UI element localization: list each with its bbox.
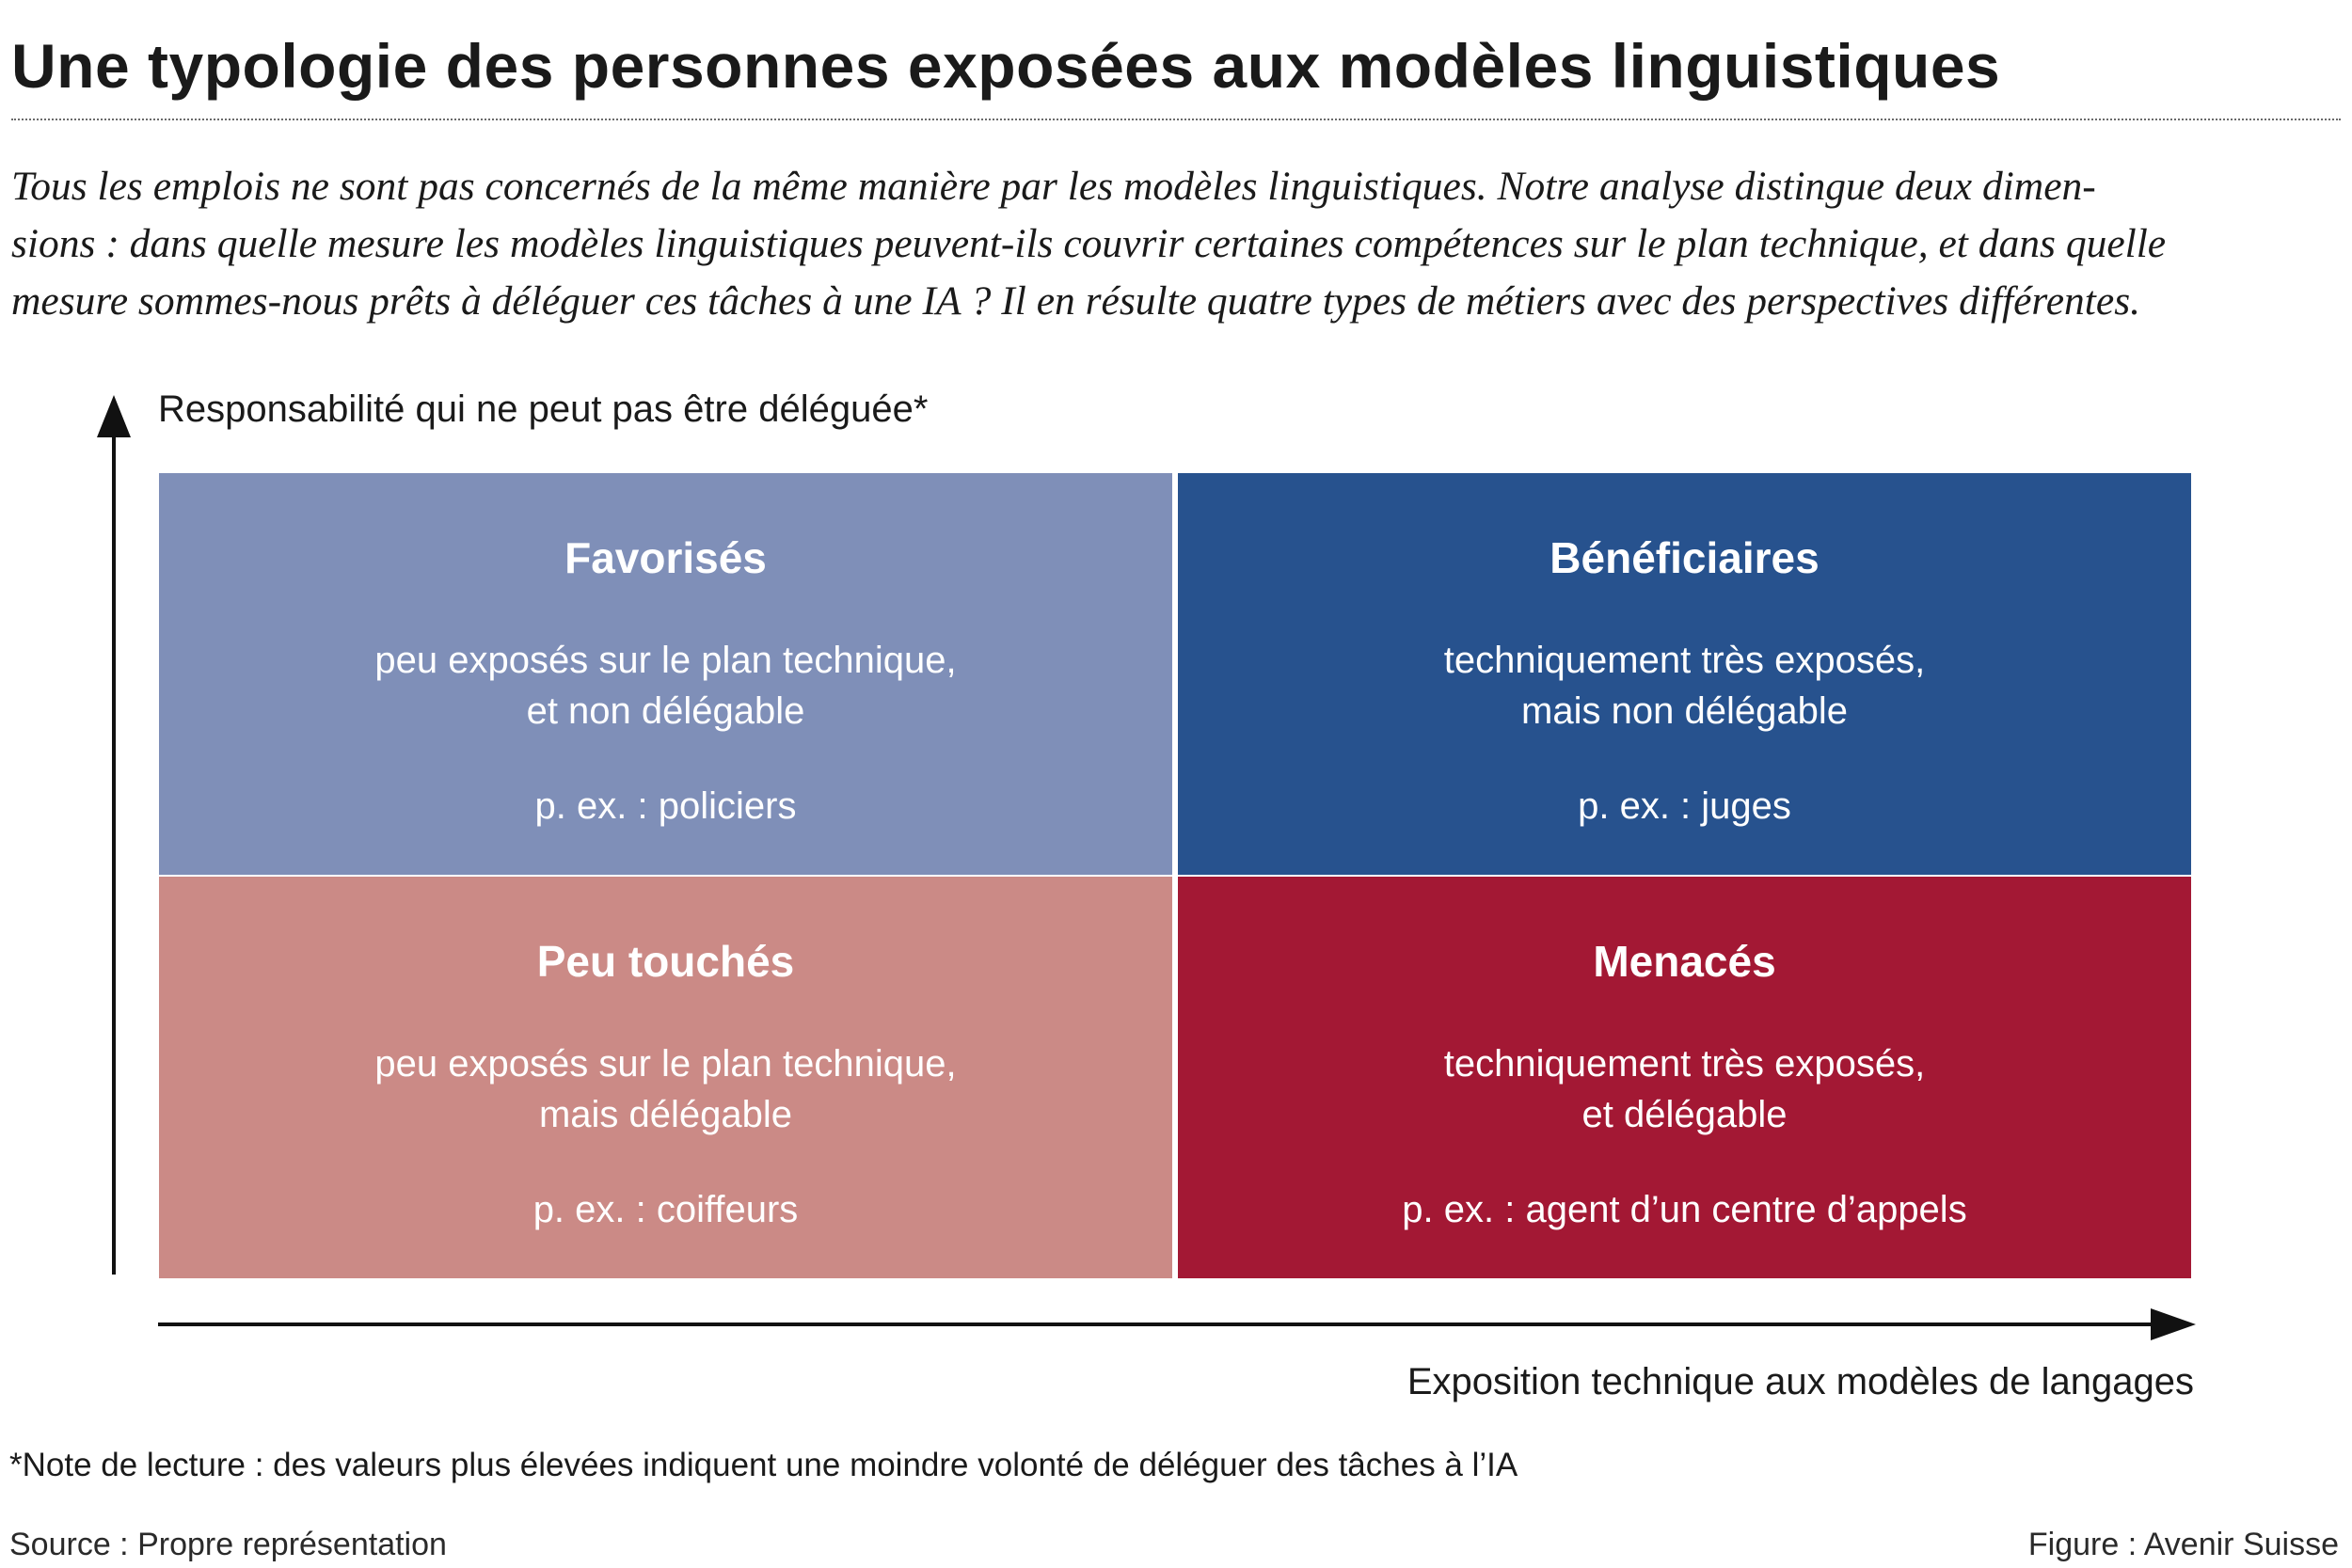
description-line: peu exposés sur le plan technique, (374, 1043, 957, 1085)
quadrant-menaces: Menacés techniquement très exposés, et d… (1178, 877, 2191, 1278)
reading-note: *Note de lecture : des valeurs plus élev… (9, 1447, 1518, 1483)
description-line: et délégable (1581, 1094, 1788, 1135)
quadrant-description: peu exposés sur le plan technique, et no… (159, 635, 1172, 736)
quadrant-description: techniquement très exposés, et délégable (1178, 1038, 2191, 1140)
quadrant-title: Favorisés (564, 533, 767, 582)
quadrant-description: techniquement très exposés, mais non dél… (1178, 635, 2191, 736)
quadrant-example: p. ex. : coiffeurs (532, 1189, 799, 1230)
quadrant-favorises: Favorisés peu exposés sur le plan techni… (159, 473, 1172, 875)
figure-title: Une typologie des personnes exposées aux… (11, 31, 2001, 101)
quadrant-example: p. ex. : policiers (534, 785, 797, 827)
x-axis-label: Exposition technique aux modèles de lang… (1406, 1361, 2194, 1402)
quadrant-title: Menacés (1593, 937, 1776, 986)
description-line: techniquement très exposés, (1443, 1043, 1926, 1085)
description-line: mais non délégable (1521, 690, 1848, 732)
quadrant-beneficiaires: Bénéficiaires techniquement très exposés… (1178, 473, 2191, 875)
subtitle-line-1: Tous les emplois ne sont pas concernés d… (11, 164, 2096, 209)
subtitle-line-3: mesure sommes-nous prêts à déléguer ces … (11, 278, 2140, 324)
y-axis-arrowhead (97, 395, 131, 437)
title-divider (11, 119, 2341, 120)
x-axis-arrowhead (2151, 1308, 2196, 1340)
y-axis-label: Responsabilité qui ne peut pas être délé… (158, 388, 929, 430)
figure-subtitle: Tous les emplois ne sont pas concernés d… (11, 158, 2344, 330)
quadrant-peu-touches: Peu touchés peu exposés sur le plan tech… (159, 877, 1172, 1278)
quadrant-example: p. ex. : juges (1578, 785, 1791, 827)
subtitle-line-2: sions : dans quelle mesure les modèles l… (11, 221, 2167, 266)
quadrant-title: Peu touchés (536, 937, 795, 986)
description-line: et non délégable (526, 690, 805, 732)
source-note: Source : Propre représentation (9, 1527, 447, 1562)
quadrant-example: p. ex. : agent d’un centre d’appels (1402, 1189, 1967, 1230)
description-line: peu exposés sur le plan technique, (374, 640, 957, 681)
quadrant-title: Bénéficiaires (1549, 533, 1820, 582)
description-line: mais délégable (538, 1094, 793, 1135)
quadrant-description: peu exposés sur le plan technique, mais … (159, 1038, 1172, 1140)
figure-credit: Figure : Avenir Suisse (2027, 1527, 2339, 1562)
description-line: techniquement très exposés, (1443, 640, 1926, 681)
